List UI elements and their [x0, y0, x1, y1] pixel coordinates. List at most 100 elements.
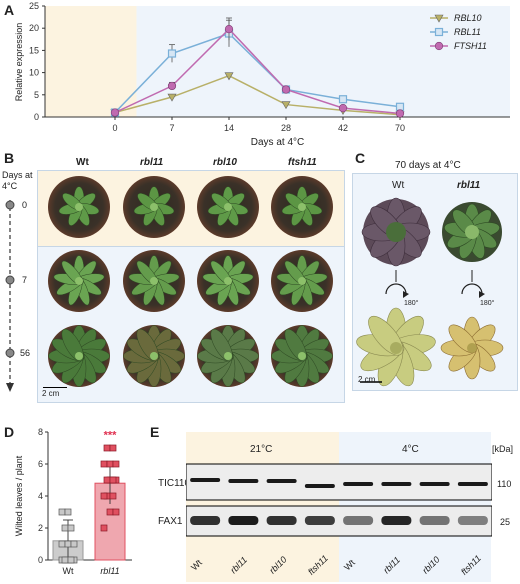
timeline	[5, 200, 15, 392]
bg-4c	[136, 6, 510, 117]
band-tic110	[228, 479, 259, 483]
band-fax1	[304, 516, 335, 525]
data-point-wt	[58, 540, 66, 548]
rotation-label-rbl11: 180°	[480, 300, 495, 307]
legend-label: RBL10	[454, 13, 482, 23]
legend-marker	[434, 14, 444, 23]
band-tic110	[304, 484, 335, 488]
rosette-leaves	[202, 255, 254, 306]
col-rbl10: rbl10	[213, 157, 237, 168]
y-tick-label: 2	[38, 523, 43, 533]
rosette	[207, 186, 249, 226]
rosette-leaves	[58, 186, 100, 226]
panel-c-title: 70 days at 4°C	[395, 160, 461, 171]
plant-pot	[48, 325, 110, 387]
plant-pot	[123, 250, 185, 312]
panel-label-c: C	[355, 150, 366, 166]
timeline-day-0: 0	[22, 200, 28, 210]
rosette-center	[150, 203, 158, 211]
scale-label-b: 2 cm	[42, 389, 60, 398]
series-line-rbl11	[114, 32, 401, 114]
col-wt: Wt	[76, 157, 89, 168]
x-tick-label: 14	[224, 123, 234, 133]
rosette-center	[75, 277, 83, 285]
data-point-wt	[61, 556, 69, 564]
data-point	[167, 49, 177, 58]
band-fax1	[457, 516, 488, 525]
data-point-wt	[64, 540, 72, 548]
legend-marker	[434, 41, 444, 51]
band-fax1	[381, 516, 412, 525]
legend-marker	[434, 27, 444, 37]
rosette-leaves	[276, 255, 328, 306]
band-tic110	[266, 479, 297, 483]
band-fax1	[228, 516, 259, 525]
blot-label-fax1: FAX1	[158, 516, 183, 527]
data-point	[224, 72, 234, 81]
y-tick-label: 0	[34, 112, 39, 122]
data-point-rbl11	[106, 460, 114, 468]
rosette	[197, 325, 259, 387]
bg-21c	[45, 6, 137, 117]
rotation-label-wt: 180°	[404, 300, 419, 307]
data-point-rbl11	[100, 460, 108, 468]
y-tick-label: 0	[38, 555, 43, 565]
rosette-leaves	[281, 186, 323, 226]
panel-c-col-wt: Wt	[392, 180, 405, 191]
x-tick-label: 7	[169, 123, 174, 133]
band-tic110	[457, 482, 488, 486]
data-point-rbl11	[109, 492, 117, 500]
panel-label-d: D	[4, 424, 15, 440]
rosette-center	[75, 203, 83, 211]
timeline-label: Days at 4°C	[2, 170, 33, 191]
panel-c-col-rbl11: rbl11	[457, 180, 481, 191]
data-point-rbl11	[112, 508, 120, 516]
x-tick-label: rbl11	[100, 566, 119, 576]
data-point-wt	[64, 508, 72, 516]
data-point	[281, 85, 291, 94]
rosette	[128, 255, 180, 306]
plant-pot	[271, 325, 333, 387]
band-tic110	[381, 482, 412, 486]
rosette	[123, 325, 185, 387]
plant-pot	[197, 176, 259, 238]
plant-pot	[123, 176, 185, 238]
plant-pot	[271, 176, 333, 238]
data-point	[338, 95, 348, 104]
plant-pot	[197, 325, 259, 387]
data-point	[110, 108, 120, 117]
y-tick-label: 20	[29, 23, 39, 33]
scale-bar-b	[43, 387, 67, 388]
data-point-rbl11	[103, 476, 111, 484]
rosette	[58, 186, 100, 226]
y-tick-label: 15	[29, 45, 39, 55]
data-point-wt	[70, 540, 78, 548]
rosette-leaves	[197, 325, 259, 387]
rosette	[133, 186, 175, 226]
rosette	[202, 255, 254, 306]
rosette-leaves	[128, 255, 180, 306]
rosette	[281, 186, 323, 226]
band-fax1	[343, 516, 374, 525]
panel-label-a: A	[4, 2, 15, 18]
rosette-center	[224, 352, 232, 360]
expression-line-chart: 0 5 10 15 20 25 0 7 14 28 42 70 Days at 4°C Relative …	[14, 1, 510, 148]
legend-label: RBL11	[454, 27, 481, 37]
band-tic110	[190, 478, 221, 482]
y-tick-label: 25	[29, 1, 39, 11]
data-point-wt	[61, 524, 69, 532]
x-tick-label: 42	[338, 123, 348, 133]
band-tic110	[419, 482, 450, 486]
rosette-center	[150, 352, 158, 360]
x-tick-label: 0	[112, 123, 117, 133]
rosette	[53, 255, 105, 306]
data-point	[167, 81, 177, 91]
y-axis-label: Wilted leaves / plant	[14, 455, 24, 536]
plant-pot	[48, 250, 110, 312]
data-point-rbl11	[103, 444, 111, 452]
x-axis-label: Days at 4°C	[251, 137, 304, 148]
y-tick-label: 5	[34, 90, 39, 100]
col-ftsh11: ftsh11	[288, 157, 317, 168]
rosette-leaves	[48, 325, 110, 387]
rosette-leaves	[123, 325, 185, 387]
